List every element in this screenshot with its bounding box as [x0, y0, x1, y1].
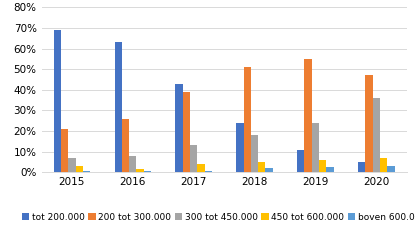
Bar: [365, 75, 373, 172]
Bar: [137, 169, 144, 172]
Bar: [61, 129, 68, 172]
Bar: [236, 123, 244, 172]
Bar: [244, 67, 251, 172]
Bar: [297, 150, 305, 172]
Bar: [83, 171, 90, 172]
Bar: [68, 158, 76, 172]
Bar: [115, 42, 122, 172]
Bar: [305, 59, 312, 172]
Bar: [258, 162, 266, 172]
Bar: [183, 92, 190, 172]
Bar: [380, 158, 387, 172]
Bar: [76, 166, 83, 172]
Bar: [312, 123, 319, 172]
Bar: [373, 98, 380, 172]
Bar: [190, 145, 197, 172]
Bar: [122, 119, 129, 172]
Bar: [387, 166, 395, 172]
Bar: [54, 30, 61, 172]
Bar: [129, 156, 137, 172]
Bar: [319, 160, 326, 172]
Bar: [326, 167, 334, 172]
Bar: [358, 162, 365, 172]
Bar: [266, 168, 273, 172]
Bar: [144, 171, 151, 172]
Bar: [197, 164, 205, 172]
Bar: [176, 84, 183, 172]
Bar: [205, 170, 212, 172]
Legend: tot 200.000, 200 tot 300.000, 300 tot 450.000, 450 tot 600.000, boven 600.000: tot 200.000, 200 tot 300.000, 300 tot 45…: [22, 213, 415, 222]
Bar: [251, 135, 258, 172]
